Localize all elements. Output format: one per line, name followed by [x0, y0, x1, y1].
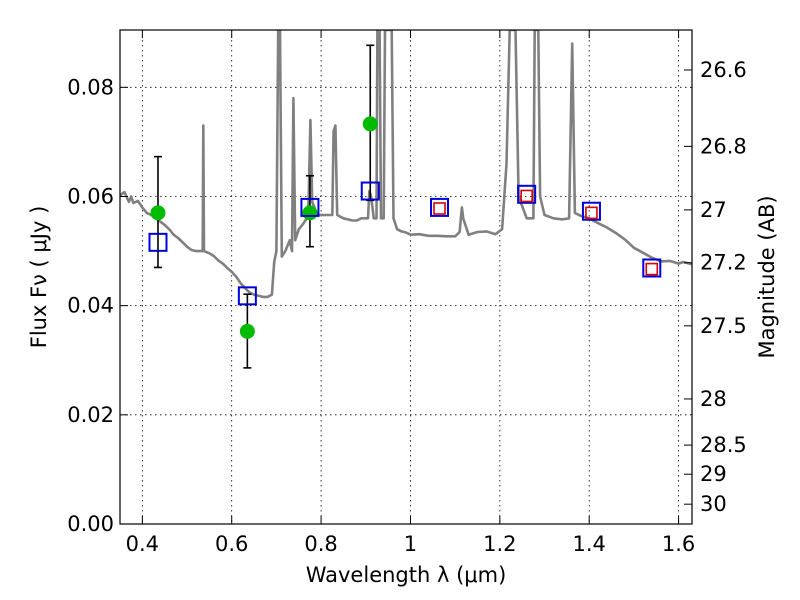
mag-tick-label: 26.8	[700, 134, 747, 158]
x-tick-label: 0.8	[304, 532, 337, 556]
y-tick-label: 0.06	[67, 184, 114, 208]
x-tick-label: 1.2	[483, 532, 516, 556]
model-flux-square	[430, 197, 450, 217]
grid-lines	[120, 30, 692, 525]
observed-flux-point	[239, 323, 255, 339]
x-tick-label: 0.6	[215, 532, 248, 556]
y-tick-label: 0.04	[67, 294, 114, 318]
observed-flux-point	[362, 116, 378, 132]
tick-layer	[120, 30, 692, 525]
model-flux-square	[517, 184, 537, 204]
model-flux-square	[581, 201, 601, 221]
model-flux-square	[148, 232, 168, 252]
marker-layer	[148, 116, 662, 339]
mag-tick-label: 27.5	[700, 314, 747, 338]
mag-tick-label: 28	[700, 387, 727, 411]
mag-tick-label: 27.2	[700, 251, 747, 275]
tick-label-layer: 0.4 0.6 0.8 1 1.2 1.4 1.6 0.00 0.02 0.04 0.06 0.08 2…	[67, 58, 747, 556]
error-bar-layer	[153, 44, 375, 369]
mag-tick-label: 29	[700, 462, 727, 486]
model-flux-square	[237, 286, 257, 306]
x-axis-title: Wavelength λ (μm)	[306, 563, 507, 587]
mag-tick-label: 27	[700, 198, 727, 222]
y-tick-label: 0.02	[67, 403, 114, 427]
plot-frame	[119, 29, 693, 525]
mag-tick-label: 26.6	[700, 58, 747, 82]
model-flux-square	[642, 258, 662, 278]
observed-flux-point	[150, 205, 166, 221]
mag-tick-label: 30	[700, 492, 727, 516]
x-tick-label: 1	[404, 532, 417, 556]
x-tick-label: 0.4	[126, 532, 159, 556]
y-tick-label: 0.08	[67, 75, 114, 99]
model-flux-square-small	[520, 189, 533, 203]
x-tick-label: 1.4	[573, 532, 606, 556]
y2-axis-title: Magnitude (AB)	[755, 195, 779, 358]
model-flux-square-small	[585, 206, 598, 220]
observed-flux-point	[302, 205, 318, 221]
y-axis-title: Flux Fν ( μJy )	[27, 206, 51, 349]
mag-tick-label: 28.5	[700, 433, 747, 457]
x-tick-label: 1.6	[662, 532, 695, 556]
model-flux-square-small	[433, 202, 446, 215]
model-spectrum-line	[120, 30, 692, 299]
y-tick-label: 0.00	[67, 512, 114, 536]
spectrum-layer	[120, 30, 692, 299]
model-flux-square	[300, 197, 320, 217]
model-flux-square	[360, 181, 380, 201]
model-flux-square-small	[645, 262, 659, 276]
